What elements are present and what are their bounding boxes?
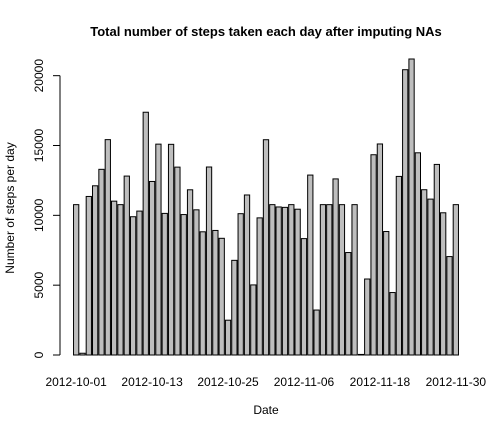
bar-2012-11-05 — [294, 208, 301, 356]
x-tick-label: 2012-11-18 — [350, 375, 411, 389]
bar-2012-11-07 — [307, 174, 314, 356]
bar-2012-10-15 — [161, 212, 168, 356]
bar-2012-11-15 — [357, 353, 365, 356]
bar-2012-10-08 — [117, 204, 124, 356]
bar-2012-10-12 — [142, 111, 149, 356]
bar-2012-10-13 — [148, 180, 156, 356]
bar-2012-10-20 — [193, 209, 200, 356]
bar-2012-10-16 — [167, 143, 175, 356]
bar-2012-11-30 — [452, 204, 459, 356]
bar-2012-11-04 — [288, 204, 295, 356]
bar-2012-10-02 — [79, 352, 86, 356]
bar-2012-10-06 — [104, 139, 111, 356]
bar-2012-10-03 — [85, 195, 92, 356]
bar-2012-11-11 — [332, 178, 339, 356]
bar-2012-10-24 — [218, 237, 225, 356]
bar-2012-10-14 — [155, 143, 162, 356]
bar-2012-10-04 — [92, 185, 99, 356]
x-axis-label: Date — [253, 403, 279, 417]
bar-2012-10-27 — [237, 213, 244, 356]
bar-2012-10-18 — [180, 214, 187, 356]
bar-2012-11-13 — [345, 252, 352, 356]
bar-2012-11-08 — [313, 309, 320, 356]
bar-2012-10-22 — [205, 166, 213, 356]
bar-2012-11-02 — [275, 206, 282, 356]
bar-2012-11-03 — [281, 206, 289, 356]
bar-2012-10-29 — [250, 284, 257, 356]
bar-2012-10-31 — [262, 139, 270, 356]
bar-2012-11-01 — [269, 204, 276, 356]
bar-2012-10-01 — [73, 204, 80, 356]
bar-2012-11-16 — [364, 278, 371, 356]
x-tick-label: 2012-10-01 — [45, 375, 107, 389]
bar-2012-11-20 — [389, 292, 396, 356]
bar-2012-11-26 — [427, 198, 434, 356]
x-tick-label: 2012-10-13 — [121, 375, 183, 389]
y-tick-label: 5000 — [32, 271, 46, 298]
bar-2012-11-25 — [421, 189, 428, 356]
bar-2012-10-09 — [123, 175, 130, 356]
bar-2012-10-28 — [243, 194, 251, 356]
x-tick-label: 2012-11-06 — [274, 375, 335, 389]
y-tick-label: 0 — [32, 351, 46, 358]
bar-2012-11-14 — [351, 204, 358, 356]
bar-2012-10-10 — [129, 216, 137, 356]
y-tick-label: 10000 — [32, 198, 46, 232]
bar-2012-10-05 — [98, 168, 105, 356]
bar-2012-10-30 — [256, 217, 263, 356]
x-axis: 2012-10-01 2012-10-13 2012-10-25 2012-11-06… — [45, 375, 486, 389]
bar-2012-11-28 — [440, 212, 447, 356]
bar-2012-10-07 — [111, 200, 118, 356]
bar-2012-10-11 — [136, 210, 143, 356]
bar-2012-11-27 — [433, 163, 440, 356]
bar-2012-11-22 — [402, 69, 409, 356]
bar-2012-11-12 — [338, 204, 346, 356]
bar-2012-10-23 — [212, 229, 219, 356]
bar-2012-11-06 — [300, 238, 308, 356]
bar-2012-11-24 — [414, 152, 422, 356]
bar-2012-11-18 — [376, 143, 384, 356]
bar-2012-10-21 — [199, 231, 206, 356]
bar-2012-11-21 — [395, 175, 403, 356]
y-axis: 0 5000 10000 15000 20000 — [32, 59, 61, 358]
x-tick-label: 2012-10-25 — [197, 375, 259, 389]
y-axis-label: Number of steps per day — [3, 142, 17, 273]
bar-2012-10-17 — [174, 166, 181, 356]
y-tick-label: 20000 — [32, 59, 46, 93]
bar-2012-11-23 — [408, 58, 415, 356]
x-tick-label: 2012-11-30 — [426, 375, 487, 389]
bars-group — [73, 58, 459, 356]
bar-2012-11-17 — [370, 154, 377, 356]
bar-2012-10-19 — [186, 189, 194, 356]
chart-title: Total number of steps taken each day aft… — [90, 24, 442, 39]
bar-2012-11-09 — [319, 204, 327, 356]
bar-2012-11-10 — [326, 204, 333, 356]
bar-2012-11-19 — [383, 231, 390, 356]
bar-2012-10-26 — [231, 259, 238, 356]
bar-2012-11-29 — [446, 256, 453, 356]
bar-2012-10-25 — [224, 319, 232, 356]
y-tick-label: 15000 — [32, 128, 46, 162]
